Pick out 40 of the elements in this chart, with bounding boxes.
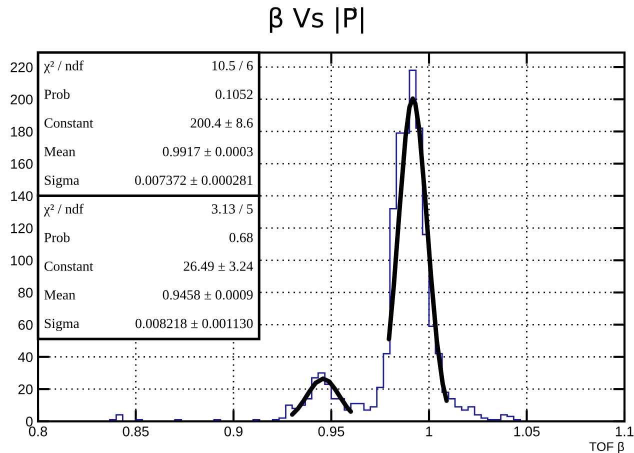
annotation: 0.68 (229, 232, 253, 242)
y-tick-label: 80 (18, 288, 33, 298)
annotation: 26.49 ± 3.24 (184, 262, 254, 271)
x-tick-label: 1.1 (616, 426, 634, 436)
annotation: 200.4 ± 8.6 (190, 118, 253, 128)
annotation: Mean (44, 147, 76, 156)
annotation: χ² / ndf (44, 204, 84, 216)
annotation: 0.007372 ± 0.000281 (135, 176, 252, 186)
annotation: Constant (44, 118, 94, 128)
chart-title: β Vs |P⃗| (270, 7, 364, 34)
x-tick-label: 0.9 (224, 426, 243, 436)
annotation: 0.9917 ± 0.0003 (162, 146, 253, 156)
y-tick-label: 220 (10, 62, 33, 72)
x-tick-label: 0.85 (122, 426, 149, 436)
annotation: 3.13 / 5 (212, 204, 253, 214)
x-tick-label: 1.05 (514, 426, 540, 436)
annotation: Sigma (44, 176, 80, 188)
annotation: 0.008218 ± 0.001130 (136, 318, 253, 328)
y-tick-label: 140 (11, 191, 33, 202)
y-tick-label: 60 (18, 320, 33, 330)
y-tick-label: 120 (11, 223, 33, 234)
y-tick-label: 200 (10, 94, 33, 104)
annotation: Prob (44, 89, 70, 99)
annotation: 0.9458 ± 0.0009 (162, 290, 253, 300)
x-tick-label: 0.95 (318, 426, 344, 436)
annotation: Sigma (44, 318, 80, 332)
x-tick-label: 1 (426, 426, 432, 436)
annotation: χ² / ndf (44, 60, 84, 74)
y-tick-label: 20 (18, 384, 33, 394)
annotation: 10.5 / 6 (212, 60, 253, 70)
y-tick-label: 180 (11, 126, 33, 137)
y-tick-label: 100 (11, 256, 33, 266)
annotation: Prob (44, 232, 70, 242)
annotation: 0.1052 (216, 90, 252, 100)
annotation: Mean (44, 290, 76, 300)
annotation: Constant (44, 262, 94, 271)
y-tick-label: 0 (26, 416, 33, 426)
x-tick-label: 0.8 (28, 426, 48, 436)
y-tick-label: 160 (11, 158, 33, 169)
y-tick-label: 40 (18, 352, 33, 362)
